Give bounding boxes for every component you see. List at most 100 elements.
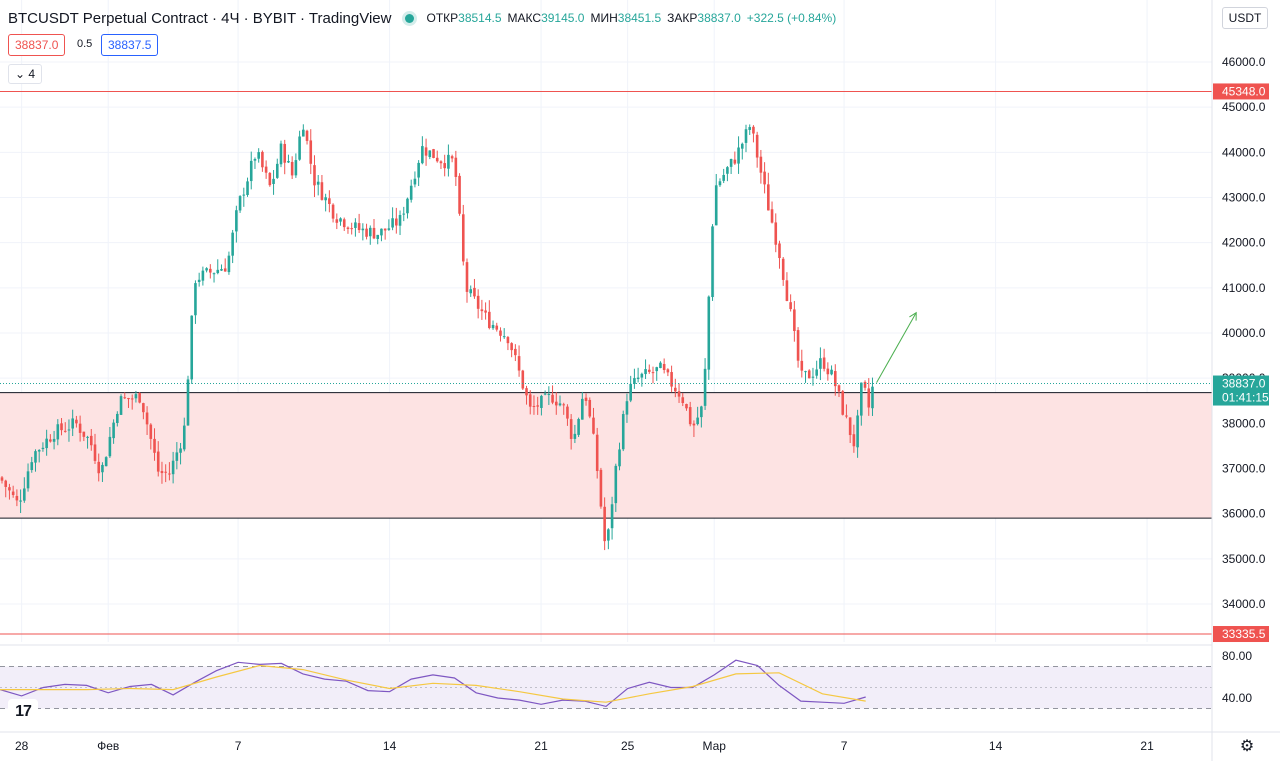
candle-body xyxy=(796,330,800,361)
gear-icon[interactable]: ⚙ xyxy=(1239,738,1255,755)
candle xyxy=(201,266,205,286)
candle xyxy=(23,477,26,503)
sell-price-button[interactable]: 38837.0 xyxy=(8,34,66,56)
candle xyxy=(670,365,673,393)
current-price-label: 38837.0 xyxy=(1222,377,1266,391)
candle xyxy=(532,395,536,415)
candle-body xyxy=(651,372,655,374)
candle-body xyxy=(391,218,394,228)
candle-body xyxy=(614,465,618,504)
candle-body xyxy=(476,295,480,309)
time-tick-label: 7 xyxy=(841,739,848,753)
candle-body xyxy=(536,405,539,407)
candle-body xyxy=(755,134,759,158)
candle xyxy=(540,394,543,416)
candle xyxy=(302,124,305,137)
candle xyxy=(320,174,324,201)
candle xyxy=(677,383,681,403)
candle xyxy=(391,207,394,231)
candle xyxy=(316,175,320,196)
price-grid xyxy=(0,0,1212,642)
candle xyxy=(257,148,260,163)
candle xyxy=(235,205,238,243)
candle-body xyxy=(227,255,231,273)
candle xyxy=(290,156,294,180)
candle-body xyxy=(220,269,223,271)
candle xyxy=(621,410,625,452)
candle-body xyxy=(52,438,56,442)
candle xyxy=(402,206,406,222)
candle xyxy=(145,406,149,436)
time-tick-label: 21 xyxy=(1140,739,1154,753)
candle xyxy=(346,226,350,234)
candle-body xyxy=(726,167,729,174)
candle xyxy=(581,391,584,420)
candle-body xyxy=(372,227,376,239)
candle-body xyxy=(447,154,450,169)
candle-body xyxy=(763,171,766,185)
candle-body xyxy=(19,500,22,502)
candle xyxy=(610,496,614,540)
candle xyxy=(417,160,420,187)
chart-legend: BTCUSDT Perpetual Contract · 4Ч · BYBIT … xyxy=(8,8,842,28)
candle xyxy=(514,344,517,362)
candle-body xyxy=(670,372,673,387)
candle xyxy=(577,417,580,438)
candle xyxy=(101,462,104,482)
candle xyxy=(595,427,599,479)
candle-body xyxy=(153,438,156,453)
candle xyxy=(439,160,443,170)
candle-body xyxy=(186,379,190,426)
candle xyxy=(15,489,19,507)
candle-body xyxy=(145,412,149,425)
candle xyxy=(350,222,353,235)
candle xyxy=(71,409,74,437)
candle-body xyxy=(711,226,714,298)
candle-body xyxy=(532,405,536,407)
buy-price-button[interactable]: 38837.5 xyxy=(101,34,159,56)
symbol-title[interactable]: BTCUSDT Perpetual Contract · 4Ч · BYBIT … xyxy=(8,9,392,27)
candle xyxy=(458,173,461,216)
candle xyxy=(89,428,93,451)
candle xyxy=(305,129,309,145)
candle-body xyxy=(235,210,238,232)
market-status-icon xyxy=(405,13,415,23)
candle-body xyxy=(562,404,566,406)
candle xyxy=(4,479,8,498)
candle xyxy=(826,362,830,381)
candle xyxy=(253,157,257,169)
candle xyxy=(138,392,141,404)
rsi-tick-label: 80.00 xyxy=(1222,649,1252,663)
candle-body xyxy=(75,419,78,424)
rsi-band-fill xyxy=(0,666,1212,709)
tradingview-logo[interactable]: 17 xyxy=(8,699,38,725)
candle xyxy=(644,359,647,380)
candle xyxy=(506,335,510,351)
candle xyxy=(722,168,725,184)
candle xyxy=(19,489,22,514)
candle-body xyxy=(78,423,82,433)
currency-selector[interactable]: USDT xyxy=(1222,7,1268,29)
candle xyxy=(566,404,569,426)
candle-body xyxy=(543,393,547,395)
candle-body xyxy=(610,504,614,529)
candle-body xyxy=(328,198,331,204)
candle-body xyxy=(60,423,63,431)
candle-body xyxy=(231,232,234,256)
candle xyxy=(640,372,644,387)
candle-body xyxy=(168,473,171,475)
candle xyxy=(238,195,242,213)
candle-body xyxy=(547,394,551,396)
candle xyxy=(480,299,484,320)
candle-body xyxy=(860,382,863,416)
candle xyxy=(860,382,863,426)
indicators-toggle-button[interactable]: ⌄ 4 xyxy=(8,64,42,84)
high-value: 39145.0 xyxy=(541,11,585,25)
candle-body xyxy=(331,204,335,219)
candle-body xyxy=(778,243,781,259)
candle xyxy=(168,462,171,481)
candle xyxy=(767,172,770,211)
candle-body xyxy=(175,452,179,461)
candle-body xyxy=(406,198,409,214)
